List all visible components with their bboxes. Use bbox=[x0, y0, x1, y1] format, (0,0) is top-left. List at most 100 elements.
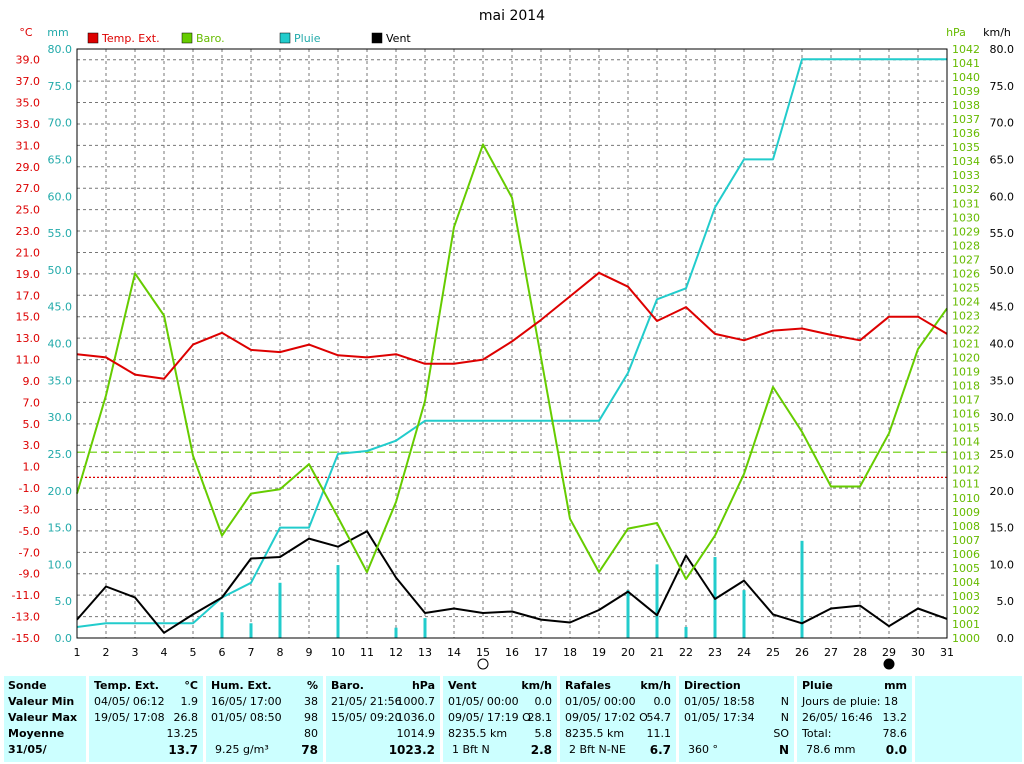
baro-tick-label: 1006 bbox=[952, 548, 980, 561]
moon-markers bbox=[477, 658, 895, 670]
baro-tick-label: 1026 bbox=[952, 267, 980, 280]
baro-tick-label: 1031 bbox=[952, 197, 980, 210]
baro-tick-label: 1022 bbox=[952, 323, 980, 336]
temp-tick-label: 21.0 bbox=[16, 246, 41, 259]
label-date: 31/05/ bbox=[8, 743, 47, 756]
x-tick-label: 2 bbox=[103, 646, 110, 659]
baro-tick-label: 1008 bbox=[952, 520, 980, 533]
plot-frame bbox=[76, 48, 948, 639]
wind-current: 2.8 bbox=[530, 743, 552, 757]
baro-tick-label: 1023 bbox=[952, 309, 980, 322]
wind-tick-label: 65.0 bbox=[990, 153, 1015, 166]
x-tick-label: 24 bbox=[737, 646, 751, 659]
series-line-vent bbox=[76, 530, 948, 634]
baro-tick-label: 1021 bbox=[952, 338, 980, 351]
summary-table: Sonde Valeur Min Valeur Max Moyenne 31/0… bbox=[0, 672, 1024, 764]
summary-labels: Sonde Valeur Min Valeur Max Moyenne 31/0… bbox=[4, 676, 86, 762]
wind-tick-label: 75.0 bbox=[990, 80, 1015, 93]
x-tick-label: 17 bbox=[534, 646, 548, 659]
baro-tick-label: 1028 bbox=[952, 239, 980, 252]
x-tick-label: 26 bbox=[795, 646, 809, 659]
rain-bar bbox=[684, 626, 688, 638]
baro-tick-label: 1005 bbox=[952, 562, 980, 575]
dir-current: N bbox=[778, 743, 789, 757]
baro-tick-label: 1015 bbox=[952, 422, 980, 435]
baro-tick-label: 1013 bbox=[952, 450, 980, 463]
x-tick-label: 15 bbox=[476, 646, 490, 659]
rain-tick-label: 20.0 bbox=[48, 485, 73, 498]
temp-tick-label: 39.0 bbox=[16, 54, 41, 67]
moon-full-icon bbox=[477, 658, 489, 670]
baro-tick-label: 1042 bbox=[952, 43, 980, 56]
wind-tick-label: 10.0 bbox=[990, 558, 1015, 571]
summary-rain: Pluie mm Jours de pluie: 18 26/05/ 16:46 1… bbox=[797, 676, 912, 762]
temp-tick-label: -5.0 bbox=[19, 525, 40, 538]
gust-min-val: 0.0 bbox=[653, 695, 672, 708]
x-tick-label: 29 bbox=[882, 646, 896, 659]
wind-avg: 5.8 bbox=[534, 727, 553, 740]
weather-chart: mai 2014 39.037.035.033.031.029.027.025.… bbox=[12, 8, 1015, 670]
x-tick-label: 13 bbox=[418, 646, 432, 659]
baro-min-val: 1000.7 bbox=[396, 695, 436, 708]
hum-extra: 9.25 g/m³ bbox=[215, 743, 269, 756]
x-tick-label: 22 bbox=[679, 646, 693, 659]
x-tick-label: 9 bbox=[306, 646, 313, 659]
label-avg: Moyenne bbox=[8, 727, 65, 740]
baro-tick-label: 1017 bbox=[952, 394, 980, 407]
x-tick-label: 18 bbox=[563, 646, 577, 659]
baro-tick-label: 1011 bbox=[952, 478, 980, 491]
x-tick-label: 19 bbox=[592, 646, 606, 659]
baro-tick-label: 1010 bbox=[952, 492, 980, 505]
gust-current: 6.7 bbox=[649, 743, 671, 757]
x-tick-label: 25 bbox=[766, 646, 780, 659]
baro-tick-label: 1014 bbox=[952, 436, 980, 449]
baro-tick-label: 1009 bbox=[952, 506, 980, 519]
rain-total-label: Total: bbox=[802, 727, 832, 740]
baro-max-date: 15/05/ 09:20 bbox=[331, 711, 402, 724]
label-min: Valeur Min bbox=[8, 695, 75, 708]
temp-tick-label: 37.0 bbox=[16, 75, 41, 88]
baro-tick-label: 1016 bbox=[952, 408, 980, 421]
rain-bar bbox=[626, 590, 630, 638]
x-tick-label: 21 bbox=[650, 646, 664, 659]
temp-max-date: 19/05/ 17:08 bbox=[94, 711, 165, 724]
temp-tick-label: -9.0 bbox=[19, 568, 40, 581]
temp-tick-label: 31.0 bbox=[16, 139, 41, 152]
dir-min-val: N bbox=[780, 695, 789, 708]
baro-tick-label: 1007 bbox=[952, 534, 980, 547]
wind-unit: km/h bbox=[521, 679, 552, 692]
wind-tick-label: 70.0 bbox=[990, 117, 1015, 130]
gust-max-date: 09/05/ 17:02 O bbox=[565, 711, 648, 724]
hum-title: Hum. Ext. bbox=[211, 679, 272, 692]
baro-tick-label: 1019 bbox=[952, 366, 980, 379]
legend-swatch bbox=[371, 32, 383, 44]
temp-tick-label: 17.0 bbox=[16, 289, 41, 302]
x-tick-label: 10 bbox=[331, 646, 345, 659]
rain-tick-label: 45.0 bbox=[48, 301, 73, 314]
rain-tick-label: 50.0 bbox=[48, 264, 73, 277]
baro-tick-label: 1004 bbox=[952, 576, 980, 589]
rain-bar bbox=[394, 627, 398, 638]
temp-tick-label: 7.0 bbox=[23, 396, 41, 409]
gust-unit: km/h bbox=[640, 679, 671, 692]
baro-tick-label: 1036 bbox=[952, 127, 980, 140]
rain-tick-label: 65.0 bbox=[48, 153, 73, 166]
temp-tick-label: 1.0 bbox=[23, 461, 41, 474]
baro-tick-label: 1039 bbox=[952, 85, 980, 98]
temp-unit: °C bbox=[184, 679, 198, 692]
temp-tick-label: -15.0 bbox=[12, 632, 40, 645]
rain-tick-label: 35.0 bbox=[48, 374, 73, 387]
dir-min-date: 01/05/ 18:58 bbox=[684, 695, 755, 708]
dir-degrees: 360 ° bbox=[688, 743, 718, 756]
x-tick-label: 12 bbox=[389, 646, 403, 659]
x-tick-label: 27 bbox=[824, 646, 838, 659]
rain-days: Jours de pluie: 18 bbox=[802, 695, 898, 708]
wind-max-val: 28.1 bbox=[527, 711, 553, 724]
dir-max-val: N bbox=[780, 711, 789, 724]
x-tick-label: 30 bbox=[911, 646, 925, 659]
x-tick-label: 16 bbox=[505, 646, 519, 659]
rain-tick-label: 60.0 bbox=[48, 190, 73, 203]
wind-min-val: 0.0 bbox=[534, 695, 553, 708]
legend-swatch bbox=[87, 32, 99, 44]
